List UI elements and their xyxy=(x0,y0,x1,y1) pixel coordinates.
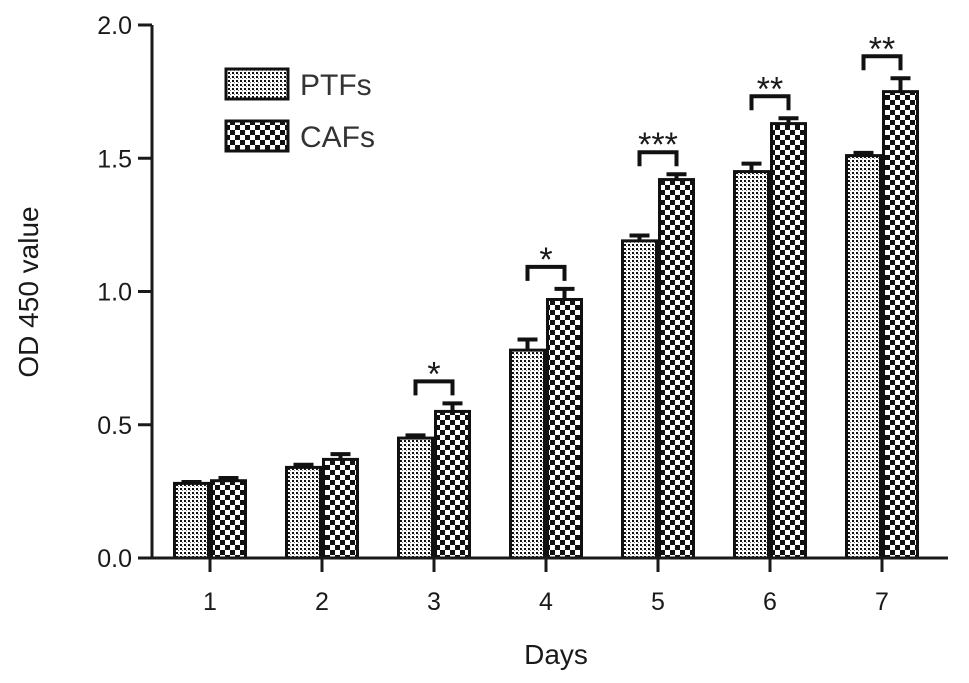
bar-cafs xyxy=(882,90,919,560)
significance-bracket xyxy=(861,54,903,71)
y-tick-label: 0.0 xyxy=(97,545,132,573)
legend-swatch-ptfs xyxy=(224,67,290,101)
significance-label: ** xyxy=(869,30,895,68)
x-tick-label: 5 xyxy=(651,588,665,616)
legend-label-cafs: CAFs xyxy=(300,121,375,154)
x-axis: 1 2 3 4 5 6 7 xyxy=(150,556,948,616)
x-tick-label: 2 xyxy=(315,588,329,616)
bar-cafs xyxy=(434,409,471,560)
bar-cafs xyxy=(210,479,247,560)
significance-label: ** xyxy=(757,70,783,108)
x-tick-label: 6 xyxy=(763,588,777,616)
significance-label: *** xyxy=(638,126,678,164)
y-tick-label: 1.0 xyxy=(97,279,132,307)
legend-label-ptfs: PTFs xyxy=(300,69,372,102)
bar-ptfs xyxy=(285,465,322,560)
x-tick-label: 4 xyxy=(539,588,553,616)
y-tick-label: 2.0 xyxy=(97,12,132,40)
x-tick-label: 1 xyxy=(203,588,217,616)
bar-cafs xyxy=(546,297,583,560)
x-tick-label: 3 xyxy=(427,588,441,616)
significance-bracket xyxy=(525,264,567,281)
y-tick-label: 0.5 xyxy=(97,412,132,440)
bars-layer xyxy=(173,90,919,560)
y-ticks: 0.0 0.5 1.0 1.5 2.0 xyxy=(97,12,152,573)
y-axis: 0.0 0.5 1.0 1.5 2.0 xyxy=(97,12,154,573)
bar-ptfs xyxy=(621,239,658,560)
bar-ptfs xyxy=(845,154,882,560)
y-tick-label: 1.5 xyxy=(97,145,132,173)
significance-bracket xyxy=(637,150,679,167)
error-bars-layer xyxy=(181,76,911,485)
legend-swatch-cafs xyxy=(224,119,290,153)
legend-item-ptfs: PTFs xyxy=(224,67,372,102)
legend: PTFs CAFs xyxy=(224,67,375,154)
significance-bracket xyxy=(413,379,455,396)
bar-ptfs xyxy=(173,481,210,560)
significance-layer: ********* xyxy=(413,30,903,396)
x-axis-title: Days xyxy=(524,639,588,670)
legend-item-cafs: CAFs xyxy=(224,119,375,154)
bar-cafs xyxy=(658,178,695,560)
bar-ptfs xyxy=(509,348,546,560)
significance-bracket xyxy=(749,94,791,111)
bar-ptfs xyxy=(397,436,434,560)
x-tick-label: 7 xyxy=(875,588,889,616)
bar-cafs xyxy=(770,122,807,560)
bar-cafs xyxy=(322,457,359,560)
bar-ptfs xyxy=(733,170,770,560)
significance-label: * xyxy=(427,355,440,393)
significance-label: * xyxy=(539,241,552,279)
x-ticks: 1 2 3 4 5 6 7 xyxy=(203,558,889,616)
y-axis-title: OD 450 value xyxy=(13,206,44,377)
